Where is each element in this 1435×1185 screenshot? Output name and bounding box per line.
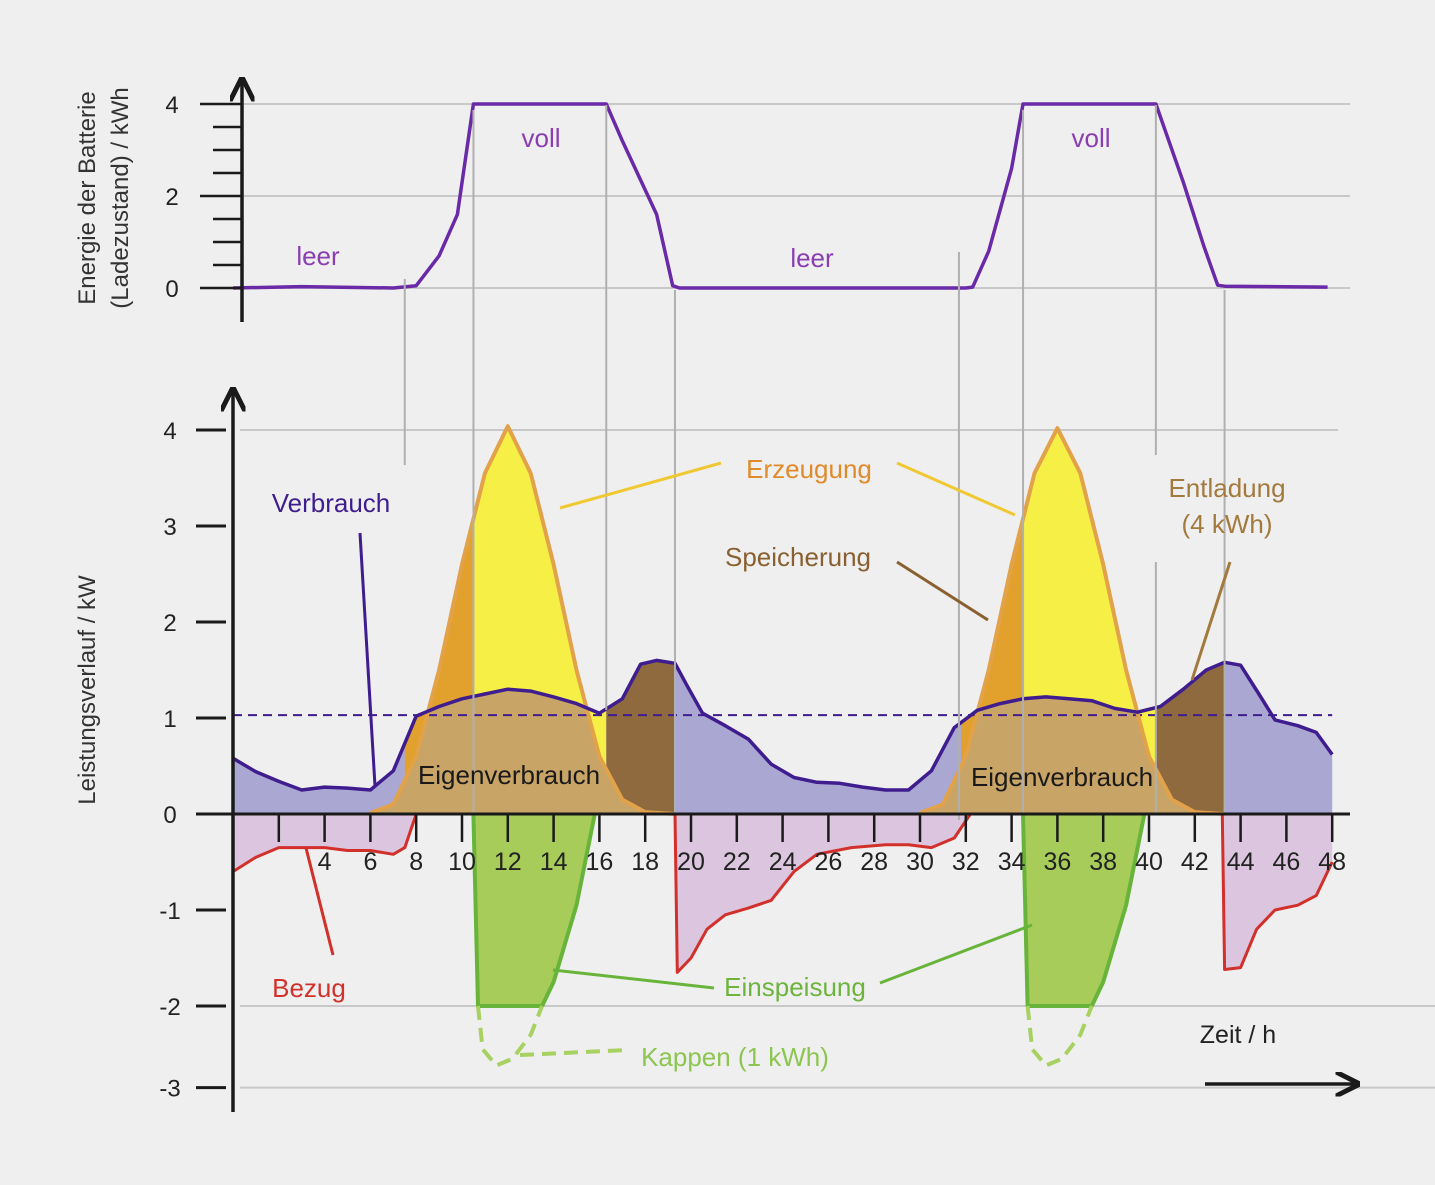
x-tick-label: 36 bbox=[1043, 848, 1071, 876]
storage-area bbox=[961, 518, 1023, 766]
verbrauch-pointer bbox=[358, 532, 377, 787]
label-verbrauch: Verbrauch bbox=[272, 488, 391, 518]
bottom-y-tick-label: 3 bbox=[163, 514, 176, 541]
speicherung-pointer bbox=[896, 560, 989, 622]
x-tick-label: 12 bbox=[494, 848, 522, 876]
label-leer-2: leer bbox=[790, 243, 834, 273]
label-entladung: Entladung bbox=[1168, 473, 1285, 503]
x-tick-label: 34 bbox=[998, 848, 1026, 876]
kappen-pointer bbox=[519, 1048, 628, 1057]
feed-in-area bbox=[1023, 814, 1145, 1006]
label-einspeisung: Einspeisung bbox=[724, 972, 866, 1002]
x-tick-label: 8 bbox=[409, 848, 423, 876]
series-lines bbox=[232, 102, 1334, 1068]
x-tick-label: 20 bbox=[677, 848, 705, 876]
top-y-tick-label: 0 bbox=[165, 276, 178, 303]
erzeugung-pointer-right bbox=[896, 461, 1016, 517]
bottom-y-tick-label: 0 bbox=[163, 802, 176, 829]
label-entladung-amount: (4 kWh) bbox=[1182, 509, 1273, 539]
y-axis-title-bottom: Leistungsverlauf / kW bbox=[74, 575, 101, 805]
discharge-area bbox=[1155, 662, 1225, 814]
label-eigenverbrauch-2: Eigenverbrauch bbox=[971, 762, 1153, 792]
label-voll-1: voll bbox=[521, 123, 560, 153]
x-axis-title: Zeit / h bbox=[1200, 1021, 1276, 1049]
x-tick-label: 30 bbox=[906, 848, 934, 876]
bottom-y-tick-label: -3 bbox=[159, 1076, 180, 1103]
feed-in-area bbox=[473, 814, 595, 1006]
grid-import-line bbox=[232, 812, 1334, 974]
x-tick-label: 44 bbox=[1227, 848, 1255, 876]
bottom-y-tick-label: -1 bbox=[159, 898, 180, 925]
label-erzeugung: Erzeugung bbox=[746, 454, 872, 484]
battery-energy-line bbox=[232, 102, 1328, 290]
grid-import-area bbox=[233, 814, 1333, 973]
label-kappen: Kappen (1 kWh) bbox=[641, 1042, 829, 1072]
x-tick-label: 32 bbox=[952, 848, 980, 876]
label-leer-1: leer bbox=[296, 241, 340, 271]
bottom-y-tick-label: 1 bbox=[163, 706, 176, 733]
label-bezug: Bezug bbox=[272, 973, 346, 1003]
consumption-line bbox=[232, 658, 1334, 792]
x-tick-label: 16 bbox=[585, 848, 613, 876]
x-tick-label: 18 bbox=[631, 848, 659, 876]
entladung-pointer bbox=[1190, 561, 1232, 681]
y-axis-title-top-line2: (Ladezustand) / kWh bbox=[107, 87, 134, 308]
x-tick-label: 22 bbox=[723, 848, 751, 876]
top-y-tick-label: 4 bbox=[165, 92, 178, 119]
x-tick-label: 46 bbox=[1272, 848, 1300, 876]
label-voll-2: voll bbox=[1071, 123, 1110, 153]
x-tick-label: 28 bbox=[860, 848, 888, 876]
feed-in-line bbox=[471, 813, 597, 1008]
x-tick-label: 4 bbox=[318, 848, 332, 876]
label-eigenverbrauch-1: Eigenverbrauch bbox=[418, 760, 600, 790]
top-y-tick-label: 2 bbox=[165, 184, 178, 211]
erzeugung-pointer-left bbox=[559, 461, 722, 510]
generation-line bbox=[919, 426, 1225, 816]
x-tick-label: 24 bbox=[769, 848, 797, 876]
annotation-pointer-lines bbox=[304, 461, 1232, 1057]
self-consumption-area bbox=[920, 696, 1225, 814]
x-tick-label: 6 bbox=[363, 848, 377, 876]
feed-in-cap-line bbox=[476, 1005, 544, 1068]
generation-surplus-area bbox=[1023, 428, 1156, 770]
y-axis-title-top-line1: Energie der Batterie bbox=[74, 91, 101, 304]
x-tick-label: 40 bbox=[1135, 848, 1163, 876]
bottom-y-tick-label: 2 bbox=[163, 610, 176, 637]
self-consumption-area bbox=[370, 689, 675, 814]
feed-in-line bbox=[1021, 813, 1147, 1008]
x-tick-label: 48 bbox=[1318, 848, 1346, 876]
feed-in-cap-line bbox=[1025, 1005, 1094, 1068]
time-guide-lines bbox=[403, 105, 1226, 820]
bottom-y-tick-label: 4 bbox=[163, 418, 176, 445]
generation-surplus-area bbox=[473, 426, 607, 770]
label-speicherung: Speicherung bbox=[725, 542, 871, 572]
einspeisung-pointer-right bbox=[879, 923, 1033, 985]
x-tick-label: 10 bbox=[448, 848, 476, 876]
einspeisung-pointer-left bbox=[552, 968, 715, 990]
x-tick-label: 14 bbox=[540, 848, 568, 876]
x-tick-label: 38 bbox=[1089, 848, 1117, 876]
bezug-pointer bbox=[304, 847, 335, 956]
x-tick-label: 42 bbox=[1181, 848, 1209, 876]
x-tick-label: 26 bbox=[814, 848, 842, 876]
generation-line bbox=[369, 424, 676, 816]
bottom-y-tick-label: -2 bbox=[159, 994, 180, 1021]
